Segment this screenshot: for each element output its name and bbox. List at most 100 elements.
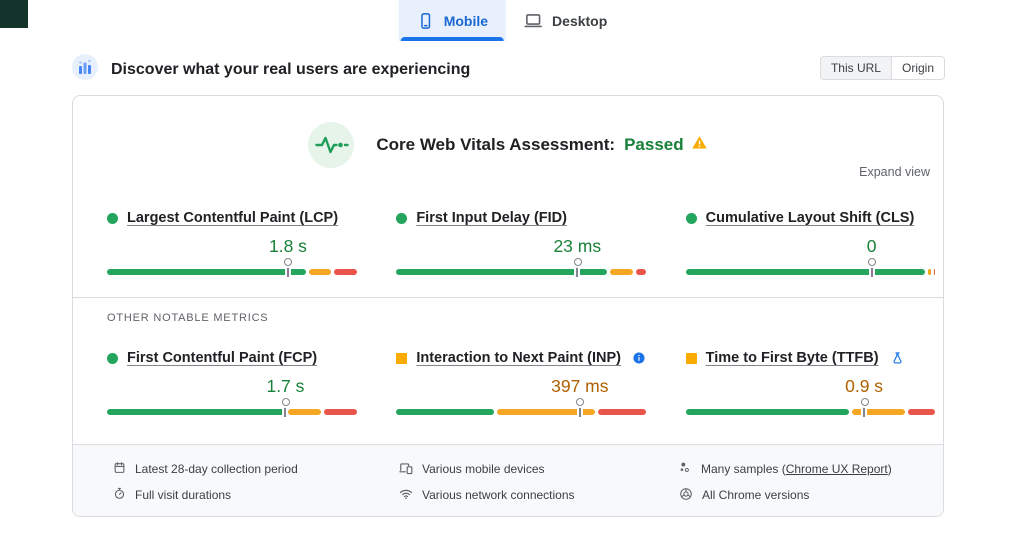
assessment-title-line: Core Web Vitals Assessment: Passed (376, 134, 707, 156)
tab-mobile-label: Mobile (443, 12, 489, 29)
metric-label-link[interactable]: First Contentful Paint (FCP) (127, 350, 318, 366)
footer-label: All Chrome versions (702, 488, 810, 502)
core-web-vitals-card: Core Web Vitals Assessment: Passed Expan… (72, 95, 944, 517)
other-metrics-heading: OTHER NOTABLE METRICS (107, 312, 269, 324)
metric-inp: Interaction to Next Paint (INP) 397 ms (396, 348, 647, 417)
samples-suffix: ) (887, 462, 892, 476)
bar-segment-good (685, 409, 850, 415)
distribution-bar (396, 258, 647, 277)
footer-label: Many samples (Chrome UX Report) (701, 462, 892, 476)
warning-icon[interactable] (691, 134, 708, 156)
metric-status-indicator (107, 352, 118, 364)
bar-segment-average (928, 269, 932, 275)
chrome-icon (679, 487, 693, 504)
info-icon[interactable] (632, 351, 646, 365)
bar-segment-poor (636, 269, 647, 275)
section-header: Discover what your real users are experi… (72, 54, 470, 85)
wifi-icon (399, 487, 413, 504)
samples-prefix: Many samples ( (701, 462, 786, 476)
footer-label: Various mobile devices (422, 462, 545, 476)
samples-item: Many samples (Chrome UX Report) (679, 456, 933, 482)
metric-cls: Cumulative Layout Shift (CLS) 0 (685, 208, 937, 277)
stopwatch-icon (113, 487, 126, 503)
bar-segment-average (497, 409, 596, 415)
origin-button[interactable]: Origin (891, 56, 945, 80)
pulse-icon (308, 122, 355, 168)
bar-segment-poor (334, 269, 357, 275)
this-url-button[interactable]: This URL (819, 56, 892, 80)
page-title: Discover what your real users are experi… (111, 60, 471, 78)
bar-segment-poor (598, 409, 647, 415)
metric-value: 0.9 s (845, 376, 884, 396)
metric-fcp: First Contentful Paint (FCP) 1.7 s (107, 348, 358, 417)
metric-status-indicator (685, 212, 697, 224)
footer-column: Latest 28-day collection period Full vis… (113, 456, 399, 516)
field-data-icon (72, 54, 98, 85)
bar-segment-average (610, 269, 634, 275)
laptop-icon (524, 11, 543, 30)
metric-label-link[interactable]: First Input Delay (FID) (416, 210, 567, 226)
tab-desktop[interactable]: Desktop (506, 0, 625, 41)
tab-mobile[interactable]: Mobile (398, 0, 507, 41)
network-connections-item: Various network connections (399, 482, 679, 508)
bar-segment-good (685, 269, 926, 275)
collection-period-item: Latest 28-day collection period (113, 456, 399, 482)
other-metrics-row: First Contentful Paint (FCP) 1.7 s Inter… (73, 348, 943, 417)
core-metrics-row: Largest Contentful Paint (LCP) 1.8 s Fir… (73, 208, 943, 277)
metric-ttfb: Time to First Byte (TTFB) 0.9 s (685, 348, 937, 417)
bar-segment-good (107, 269, 306, 275)
bar-segment-poor (934, 269, 936, 275)
metric-label-link[interactable]: Interaction to Next Paint (INP) (416, 350, 621, 366)
metric-fid: First Input Delay (FID) 23 ms (396, 208, 647, 277)
bar-segment-good (396, 409, 495, 415)
smartphone-icon (417, 12, 435, 30)
bar-segment-average (852, 409, 905, 415)
chrome-ux-report-link[interactable]: Chrome UX Report (785, 462, 888, 476)
assessment-title: Core Web Vitals Assessment: (376, 135, 616, 154)
distribution-bar (107, 258, 358, 277)
data-source-footer: Latest 28-day collection period Full vis… (73, 444, 943, 516)
metric-label-link[interactable]: Largest Contentful Paint (LCP) (127, 210, 339, 226)
chrome-versions-item: All Chrome versions (679, 482, 933, 508)
metric-value: 397 ms (551, 376, 609, 396)
flask-icon[interactable] (890, 351, 905, 366)
distribution-bar (107, 398, 358, 417)
metric-value: 1.7 s (266, 376, 305, 396)
bar-segment-poor (324, 409, 357, 415)
form-factor-tabs: Mobile Desktop (398, 0, 626, 41)
distribution-bar (396, 398, 647, 417)
scope-toggle: This URL Origin (819, 56, 945, 80)
footer-column: Various mobile devices Various network c… (399, 456, 679, 516)
metric-value: 23 ms (553, 236, 602, 256)
bar-segment-good (396, 269, 608, 275)
footer-label: Latest 28-day collection period (135, 462, 298, 476)
section-divider (73, 297, 943, 298)
expand-view-link[interactable]: Expand view (859, 165, 930, 179)
visit-durations-item: Full visit durations (113, 482, 399, 508)
corner-decoration (0, 0, 28, 28)
bar-segment-average (308, 269, 332, 275)
metric-label-link[interactable]: Cumulative Layout Shift (CLS) (705, 210, 915, 226)
metric-value: 1.8 s (268, 236, 307, 256)
assessment-result: Passed (624, 135, 684, 154)
tab-desktop-label: Desktop (552, 12, 608, 29)
samples-icon (679, 461, 692, 477)
bar-segment-good (107, 409, 286, 415)
metric-status-indicator (396, 212, 408, 224)
metric-status-indicator (107, 212, 118, 224)
bar-segment-average (288, 409, 322, 415)
devices-icon (399, 461, 413, 478)
metric-status-indicator (685, 352, 697, 364)
metric-label-link[interactable]: Time to First Byte (TTFB) (705, 350, 879, 366)
metric-status-indicator (396, 352, 408, 364)
assessment-header: Core Web Vitals Assessment: Passed (73, 122, 943, 168)
mobile-devices-item: Various mobile devices (399, 456, 679, 482)
metric-lcp: Largest Contentful Paint (LCP) 1.8 s (107, 208, 358, 277)
bar-segment-poor (907, 409, 936, 415)
distribution-bar (685, 398, 937, 417)
calendar-icon (113, 461, 126, 477)
footer-label: Various network connections (422, 488, 575, 502)
distribution-bar (685, 258, 937, 277)
metric-value: 0 (866, 236, 877, 256)
